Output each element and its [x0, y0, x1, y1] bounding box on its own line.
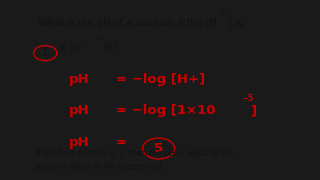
Text: x 10: x 10: [57, 43, 81, 53]
Text: ] is: ] is: [228, 18, 243, 28]
Text: 1: 1: [42, 48, 48, 58]
Text: What is the pH of a solution if the [H: What is the pH of a solution if the [H: [38, 18, 217, 28]
Text: ]: ]: [250, 104, 256, 117]
Text: =: =: [116, 136, 132, 149]
Text: pH: pH: [69, 136, 89, 149]
Text: pH: pH: [69, 73, 89, 86]
Text: 1+: 1+: [220, 11, 229, 16]
Text: pH: pH: [69, 104, 89, 117]
Text: = −log [H+]: = −log [H+]: [116, 73, 205, 86]
Text: 5: 5: [154, 142, 163, 155]
Text: −5: −5: [95, 36, 104, 41]
Text: If the first number is 1, then the pH is equal to the
positive value of the supe: If the first number is 1, then the pH is…: [36, 149, 234, 171]
Text: = −log [1×10: = −log [1×10: [116, 104, 215, 117]
Text: M?: M?: [100, 43, 117, 53]
Text: −5: −5: [242, 94, 254, 103]
